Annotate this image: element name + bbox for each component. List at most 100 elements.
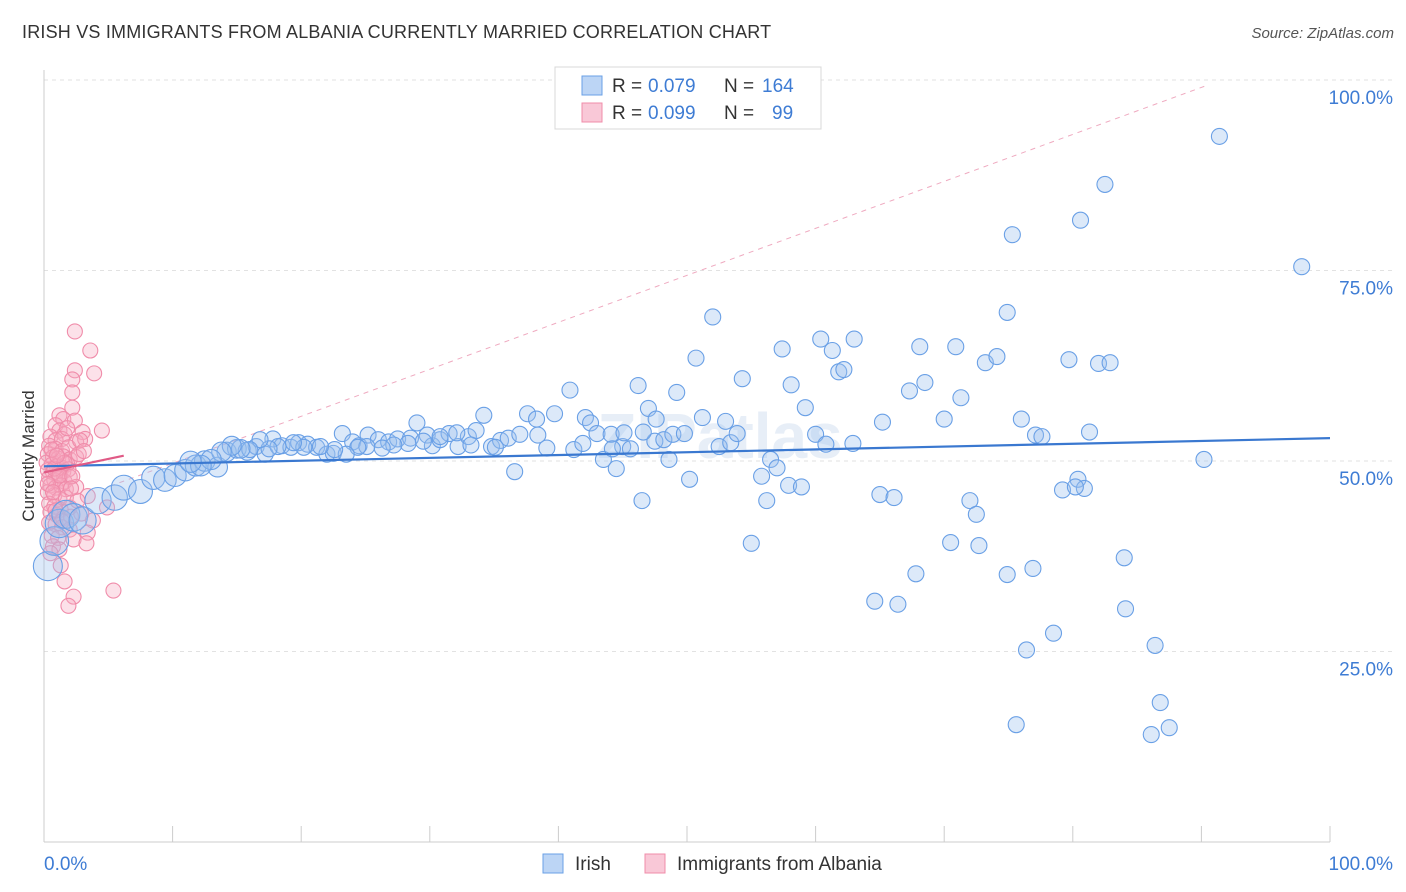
data-point <box>62 508 80 525</box>
data-point <box>911 338 929 356</box>
legend-n-value: 164 <box>762 76 794 97</box>
data-point <box>60 597 77 614</box>
data-point <box>65 588 82 605</box>
data-point <box>1003 226 1021 244</box>
legend-n-label: N = <box>724 103 754 124</box>
data-point <box>64 384 81 401</box>
data-point <box>84 486 112 515</box>
y-tick-labels: 25.0% 50.0% 75.0% 100.0% <box>1329 88 1394 681</box>
legend-r-label: R = <box>612 103 642 124</box>
data-point <box>758 492 776 510</box>
data-point <box>399 434 417 453</box>
data-point <box>414 432 432 450</box>
chart-title: IRISH VS IMMIGRANTS FROM ALBANIA CURRENT… <box>22 22 772 42</box>
data-point <box>221 435 242 456</box>
data-point <box>431 428 449 446</box>
y-tick-label: 25.0% <box>1339 660 1393 681</box>
x-tick-labels: 0.0% 100.0% <box>44 854 1393 875</box>
data-point <box>127 478 153 505</box>
legend-r-value: 0.099 <box>648 103 696 124</box>
data-point <box>311 437 330 456</box>
data-point <box>812 330 830 348</box>
legend-swatch-irish <box>542 853 564 874</box>
data-point <box>42 545 59 562</box>
data-point <box>629 377 647 395</box>
y-tick-label: 100.0% <box>1329 88 1394 109</box>
data-point <box>70 446 87 463</box>
data-point <box>86 365 103 382</box>
data-point <box>845 330 863 348</box>
data-point <box>907 565 925 583</box>
data-point <box>873 413 892 431</box>
data-point <box>792 478 811 496</box>
data-point <box>780 476 798 494</box>
data-point <box>1060 351 1078 369</box>
data-point <box>889 595 907 613</box>
data-point <box>615 424 633 442</box>
data-point <box>506 463 524 481</box>
data-point <box>1115 549 1133 567</box>
data-point <box>866 592 884 610</box>
data-point <box>900 382 919 400</box>
data-point <box>693 409 711 427</box>
data-point <box>110 474 137 501</box>
data-point <box>668 383 686 401</box>
data-point <box>380 433 398 451</box>
data-point <box>1026 426 1045 444</box>
irish-trend-line <box>43 437 1331 468</box>
data-point <box>807 425 825 443</box>
data-point <box>942 533 960 552</box>
data-point <box>66 323 83 340</box>
data-point <box>1080 423 1099 441</box>
data-point <box>742 534 760 552</box>
data-point <box>64 371 81 388</box>
data-point <box>475 406 493 424</box>
data-point <box>1024 559 1042 577</box>
data-point <box>988 348 1006 366</box>
data-point <box>768 459 786 477</box>
data-point <box>66 362 83 379</box>
data-point <box>408 414 426 432</box>
data-point <box>998 303 1016 321</box>
data-point <box>961 492 979 510</box>
data-point <box>462 436 480 454</box>
legend-swatch-albania <box>644 853 666 874</box>
data-point <box>647 410 665 428</box>
data-point <box>1195 450 1213 469</box>
data-point <box>1007 716 1025 734</box>
data-point <box>179 450 202 473</box>
diagonal-reference-line <box>109 85 1206 487</box>
data-point <box>511 425 529 443</box>
data-point <box>1101 354 1119 372</box>
data-point <box>65 531 82 548</box>
data-point <box>717 412 735 430</box>
legend-swatch-irish <box>581 75 603 96</box>
data-point <box>518 405 537 423</box>
albania-trend-line <box>43 454 124 474</box>
data-point <box>1160 719 1178 737</box>
data-point <box>1012 410 1030 428</box>
data-point <box>581 414 600 432</box>
data-point <box>728 425 746 443</box>
data-point <box>105 582 122 599</box>
data-point <box>773 340 791 358</box>
data-point <box>753 467 771 485</box>
data-point <box>527 410 546 428</box>
data-point <box>967 505 985 523</box>
data-point <box>1044 624 1063 642</box>
gridlines <box>44 79 1393 652</box>
data-point <box>1210 127 1228 145</box>
x-tick-label: 100.0% <box>1329 854 1394 875</box>
data-point <box>588 425 606 443</box>
series-legend: Irish Immigrants from Albania <box>542 853 882 875</box>
data-point <box>1053 481 1072 499</box>
y-tick-label: 75.0% <box>1339 279 1393 300</box>
legend-n-value: 99 <box>772 103 793 124</box>
data-point <box>561 381 579 399</box>
data-point <box>675 425 693 443</box>
legend-swatch-albania <box>581 102 603 123</box>
data-point <box>101 484 128 511</box>
legend-r-value: 0.079 <box>648 76 696 97</box>
watermark: ZIPatlas <box>597 400 842 472</box>
